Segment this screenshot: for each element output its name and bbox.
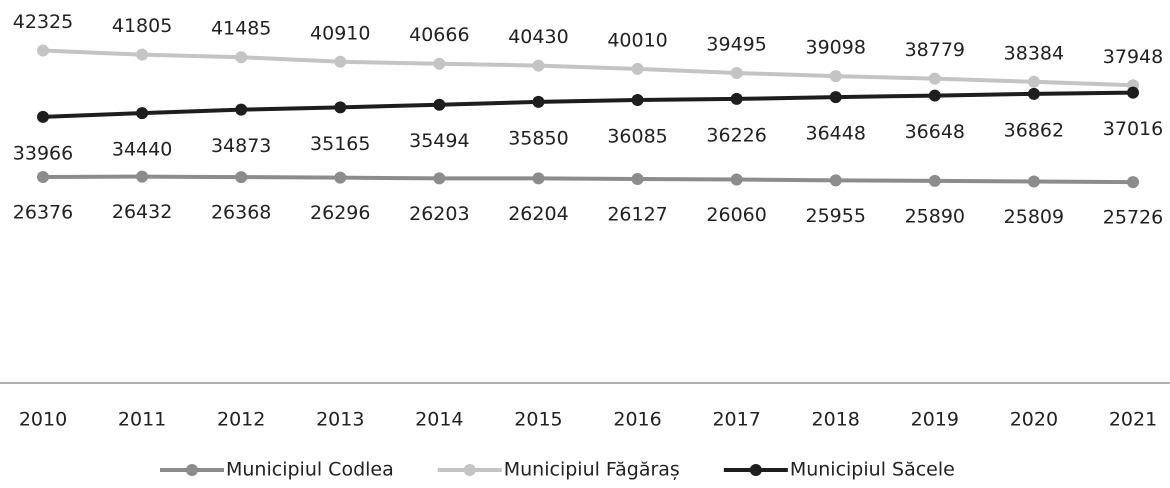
- series-line: [42, 48, 1134, 88]
- data-label: 25955: [806, 205, 866, 227]
- marker: [730, 173, 743, 186]
- data-label: 37016: [1103, 118, 1163, 140]
- marker: [136, 48, 149, 61]
- data-label: 25890: [905, 205, 965, 227]
- data-label: 26204: [508, 203, 568, 225]
- marker: [136, 107, 149, 120]
- marker: [532, 95, 545, 108]
- marker: [532, 172, 545, 185]
- data-label: 36085: [607, 126, 667, 148]
- data-label: 34873: [211, 135, 271, 157]
- x-tick-label: 2014: [415, 409, 463, 431]
- marker: [631, 62, 644, 75]
- marker: [235, 103, 248, 116]
- data-label: 26376: [13, 202, 73, 224]
- data-label: 42325: [13, 11, 73, 33]
- marker: [631, 172, 644, 185]
- x-tick-label: 2011: [118, 409, 166, 431]
- x-tick-label: 2018: [812, 409, 860, 431]
- data-label: 36862: [1004, 119, 1064, 141]
- marker: [928, 174, 941, 187]
- marker: [334, 55, 347, 68]
- marker: [37, 110, 49, 123]
- data-label: 36648: [905, 121, 965, 143]
- marker: [37, 171, 49, 184]
- data-label: 40430: [508, 26, 568, 48]
- x-tick-label: 2020: [1010, 409, 1058, 431]
- legend-marker: [186, 464, 198, 476]
- x-tick-label: 2019: [911, 409, 959, 431]
- data-label: 39495: [706, 33, 766, 55]
- data-label: 33966: [13, 142, 73, 164]
- legend-label: Municipiul Codlea: [226, 459, 394, 481]
- x-tick-label: 2010: [19, 409, 67, 431]
- marker: [136, 170, 149, 183]
- marker: [334, 101, 347, 114]
- marker: [730, 66, 743, 79]
- x-tick-label: 2021: [1109, 409, 1157, 431]
- marker: [1027, 175, 1040, 188]
- data-label: 36448: [806, 123, 866, 145]
- data-label: 26127: [607, 203, 667, 225]
- data-label: 26296: [310, 202, 370, 224]
- data-label: 40666: [409, 24, 469, 46]
- marker: [1027, 75, 1040, 88]
- data-label: 38779: [905, 39, 965, 61]
- data-label: 40010: [607, 29, 667, 51]
- marker: [928, 89, 941, 102]
- data-label: 25726: [1103, 207, 1163, 229]
- marker: [235, 51, 248, 64]
- marker: [928, 72, 941, 85]
- legend-marker: [749, 464, 762, 476]
- x-tick-label: 2017: [712, 409, 760, 431]
- data-label: 38384: [1004, 42, 1064, 64]
- marker: [1127, 86, 1139, 99]
- x-tick-label: 2013: [316, 409, 364, 431]
- data-label: 26432: [112, 201, 172, 223]
- data-label: 35165: [310, 133, 370, 155]
- data-label: 40910: [310, 22, 370, 44]
- x-tick-label: 2016: [613, 409, 661, 431]
- series-line: [42, 90, 1134, 119]
- marker: [1127, 176, 1139, 189]
- marker: [433, 98, 446, 111]
- data-label: 26368: [211, 202, 271, 224]
- data-label: 26203: [409, 203, 469, 225]
- x-tick-label: 2012: [217, 409, 265, 431]
- marker: [433, 172, 446, 185]
- x-tick-label: 2015: [514, 409, 562, 431]
- legend-label: Municipiul Făgăraș: [504, 459, 680, 481]
- marker: [829, 174, 842, 187]
- marker: [532, 59, 545, 72]
- data-label: 35494: [409, 130, 469, 152]
- data-label: 26060: [706, 204, 766, 226]
- data-label: 35850: [508, 127, 568, 149]
- data-label: 34440: [112, 139, 172, 161]
- data-label: 37948: [1103, 46, 1163, 68]
- data-label: 25809: [1004, 206, 1064, 228]
- marker: [631, 94, 644, 107]
- data-label: 41805: [112, 15, 172, 37]
- data-label: 36226: [706, 124, 766, 146]
- marker: [334, 171, 347, 184]
- marker: [829, 91, 842, 104]
- marker: [433, 57, 446, 70]
- marker: [1027, 87, 1040, 100]
- marker: [730, 92, 743, 105]
- data-label: 41485: [211, 18, 271, 40]
- marker: [37, 44, 49, 57]
- data-label: 39098: [806, 37, 866, 59]
- legend-label: Municipiul Săcele: [790, 459, 955, 481]
- series-line: [42, 174, 1134, 185]
- legend-marker: [463, 464, 476, 476]
- marker: [235, 171, 248, 184]
- marker: [829, 70, 842, 83]
